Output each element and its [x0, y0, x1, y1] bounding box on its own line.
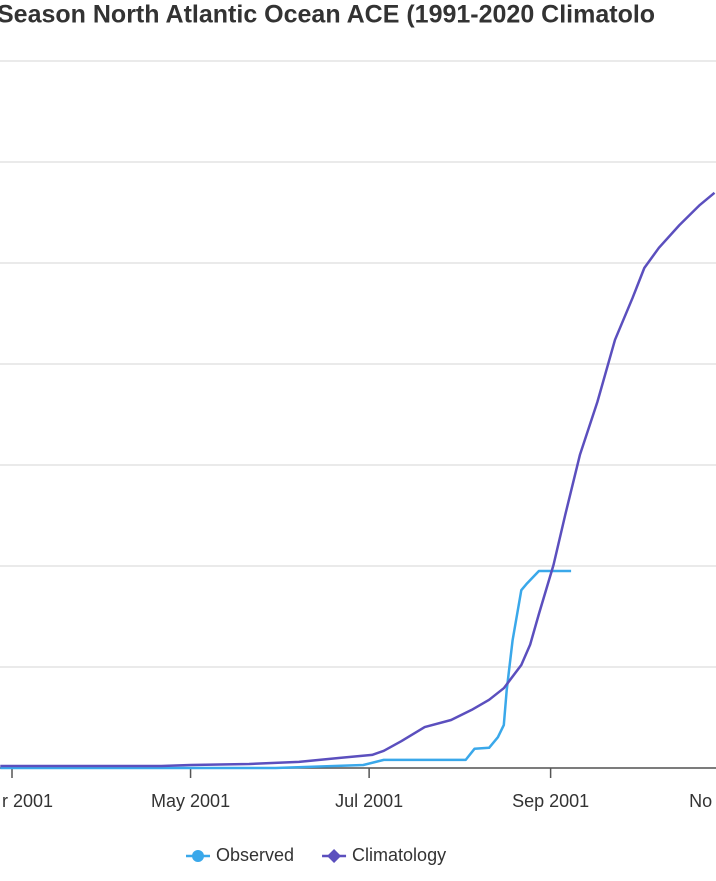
x-tick-label: r 2001 [2, 791, 53, 811]
x-tick-label: No [689, 791, 712, 811]
x-tick-label: May 2001 [151, 791, 230, 811]
chart-title: Season North Atlantic Ocean ACE (1991-20… [0, 1, 655, 29]
x-tick-label: Sep 2001 [512, 791, 589, 811]
x-tick-label: Jul 2001 [335, 791, 403, 811]
series-line [0, 569, 572, 770]
legend-marker [192, 850, 204, 862]
legend-marker [327, 849, 342, 863]
series-line [0, 191, 716, 768]
legend-label: Observed [216, 845, 294, 865]
legend-label: Climatology [352, 845, 446, 865]
